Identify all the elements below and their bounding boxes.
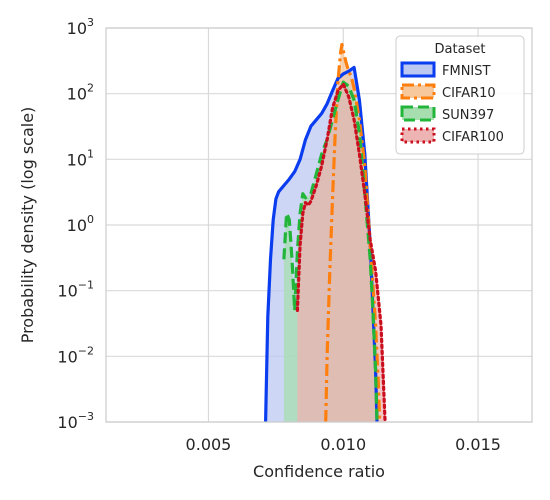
y-ticks: 10−3 10−2 10−1 100 101 102 103	[57, 16, 94, 432]
legend-swatch-cifar100	[400, 127, 436, 144]
legend-label-cifar100: CIFAR100	[442, 130, 504, 145]
series-fill-cifar100	[297, 84, 386, 422]
y-tick-label: 10−3	[57, 410, 94, 432]
series-lines	[264, 42, 387, 424]
x-ticks: 0.005 0.010 0.015	[186, 435, 501, 454]
legend-swatch-sun397	[400, 105, 436, 122]
y-tick-label: 102	[67, 82, 94, 104]
y-axis-label: Probability density (log scale)	[18, 107, 37, 344]
x-tick-label: 0.005	[186, 435, 232, 454]
y-tick-label: 100	[67, 213, 94, 235]
x-axis-label: Confidence ratio	[253, 462, 385, 481]
x-tick-label: 0.015	[455, 435, 501, 454]
legend-swatch-fmnist	[400, 61, 436, 78]
legend-entries: FMNIST CIFAR10 SUN397 CIFAR100	[400, 61, 504, 145]
series-line-fmnist	[264, 65, 379, 423]
legend: Dataset FMNIST CIFAR10 SUN397 CIFAR100	[395, 35, 525, 155]
plot-frame	[105, 27, 533, 423]
legend-swatch-cifar10	[400, 83, 436, 100]
legend-label-fmnist: FMNIST	[442, 64, 491, 79]
x-tick-label: 0.010	[320, 435, 366, 454]
legend-label-sun397: SUN397	[442, 108, 494, 123]
y-tick-label: 101	[67, 147, 94, 169]
y-tick-label: 103	[67, 16, 94, 38]
y-tick-label: 10−2	[57, 344, 94, 366]
legend-label-cifar10: CIFAR10	[442, 86, 496, 101]
y-tick-label: 10−1	[57, 279, 94, 301]
series-line-cifar100	[295, 82, 387, 424]
legend-title: Dataset	[435, 42, 486, 57]
